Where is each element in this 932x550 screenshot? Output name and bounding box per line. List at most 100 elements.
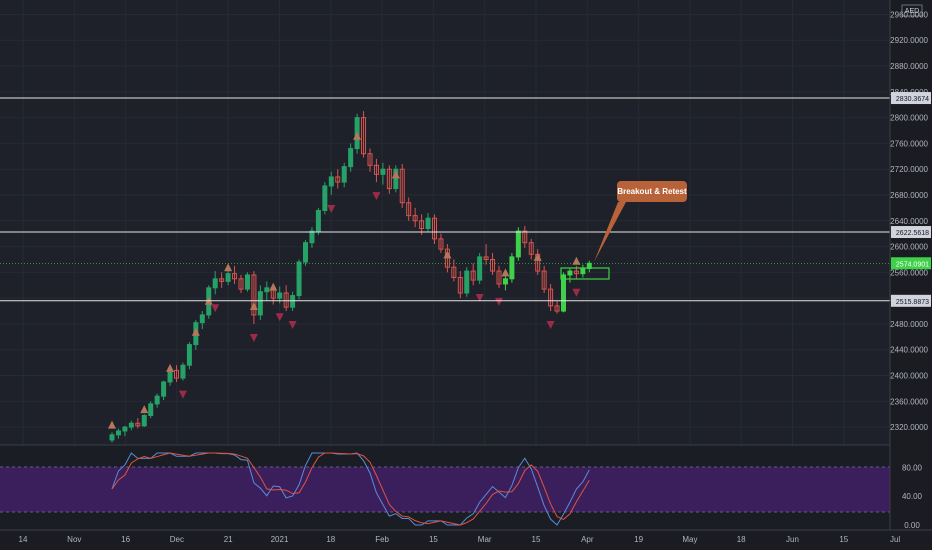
candle xyxy=(515,227,521,261)
candle-body xyxy=(580,267,586,275)
candle-body xyxy=(567,270,573,276)
level-badge xyxy=(891,226,931,239)
time-tick-label: 15 xyxy=(532,535,541,544)
currency-box: AED xyxy=(901,4,923,17)
up-marker-triangle xyxy=(269,282,278,291)
level-lines xyxy=(0,97,890,302)
candle xyxy=(380,162,386,185)
candle xyxy=(219,272,225,288)
down-marker-triangle xyxy=(327,204,336,213)
callout-text: Breakout & Retest xyxy=(617,187,687,196)
up-marker-triangle xyxy=(224,263,233,272)
candle-body xyxy=(167,369,173,383)
price-tick-label: 2600.0000 xyxy=(890,243,928,252)
candle-body xyxy=(548,288,554,307)
candle-body xyxy=(393,168,399,190)
current-price-badge xyxy=(891,257,931,270)
candle-body xyxy=(419,220,425,230)
candle xyxy=(567,268,573,283)
price-tick-label: 2440.0000 xyxy=(890,346,928,355)
candle-body xyxy=(186,344,192,366)
candle xyxy=(328,171,334,195)
time-tick-label: 15 xyxy=(839,535,848,544)
time-axis[interactable] xyxy=(0,530,932,550)
time-tick-label: 15 xyxy=(429,535,438,544)
candle xyxy=(322,182,328,215)
candle-body xyxy=(315,209,321,232)
candle-body xyxy=(554,305,560,312)
candle-body xyxy=(277,292,283,299)
candle-body xyxy=(502,278,508,285)
candle-body xyxy=(496,270,502,285)
candle xyxy=(296,259,302,300)
candle-body xyxy=(148,403,154,416)
breakout-callout[interactable]: Breakout & Retest xyxy=(594,181,687,262)
price-tick-label: 2800.0000 xyxy=(890,114,928,123)
candle xyxy=(386,165,392,194)
candle-body xyxy=(303,242,308,263)
time-axis-ticks: 14 Nov 16 Dec 21 2021 18 Feb 15 Mar 15 Apr 19 May 18 Ju… xyxy=(19,535,901,544)
candle xyxy=(348,143,354,172)
candle xyxy=(109,432,115,443)
candle xyxy=(232,265,238,284)
candle-body xyxy=(128,422,134,428)
candle xyxy=(490,253,496,275)
candle-body xyxy=(135,422,141,427)
candle xyxy=(483,243,489,265)
candle xyxy=(367,148,373,172)
candle xyxy=(438,233,444,254)
candle xyxy=(335,169,341,189)
up-marker-triangle xyxy=(353,131,362,140)
candle xyxy=(496,265,502,288)
level-badge xyxy=(891,294,931,307)
candle xyxy=(528,238,534,260)
grid-lines xyxy=(22,0,896,530)
candle xyxy=(199,311,205,330)
up-marker-triangle xyxy=(140,405,149,414)
down-marker-triangle xyxy=(495,297,503,306)
candle xyxy=(393,165,399,193)
candle-body xyxy=(219,278,225,282)
signal-markers xyxy=(108,131,581,429)
candle-body xyxy=(561,274,566,312)
candle xyxy=(554,300,560,314)
candle-body xyxy=(232,273,238,280)
candle xyxy=(122,425,128,437)
candle-body xyxy=(477,256,483,281)
level-badges: 2830.3674 2622.5618 2515.8873 2574.0901 xyxy=(891,92,931,307)
time-tick-label: 2021 xyxy=(271,535,289,544)
current-price-badge-text: 2574.0901 xyxy=(896,261,929,268)
candle-body xyxy=(174,369,179,379)
down-marker-triangle xyxy=(372,192,381,201)
candle xyxy=(399,164,405,208)
candle-body xyxy=(290,295,296,308)
candle xyxy=(128,420,134,431)
level-badge-text: 2830.3674 xyxy=(896,96,929,103)
time-tick-label: Jun xyxy=(786,535,799,544)
price-tick-label: 2920.0000 xyxy=(890,36,928,45)
candle-body xyxy=(432,217,437,240)
candle xyxy=(373,158,379,183)
candle xyxy=(541,265,547,293)
price-axis[interactable] xyxy=(890,0,932,550)
candle-body xyxy=(328,176,334,187)
candle xyxy=(548,283,554,312)
candle-body xyxy=(573,270,579,275)
candle xyxy=(174,365,179,382)
candle-body xyxy=(122,426,128,432)
price-tick-label: 2360.0000 xyxy=(890,397,928,406)
price-tick-label: 2400.0000 xyxy=(890,372,928,381)
down-marker-triangle xyxy=(546,321,555,330)
candle-body xyxy=(348,148,354,168)
down-marker-triangle xyxy=(275,313,284,322)
oscillator-lines xyxy=(111,452,590,526)
candle xyxy=(251,271,257,324)
candle-body xyxy=(309,230,315,244)
candle xyxy=(412,207,418,228)
candle xyxy=(522,225,528,248)
candle-body xyxy=(386,168,392,190)
level-badge-text: 2515.8873 xyxy=(896,299,929,306)
time-tick-label: Nov xyxy=(67,535,81,544)
